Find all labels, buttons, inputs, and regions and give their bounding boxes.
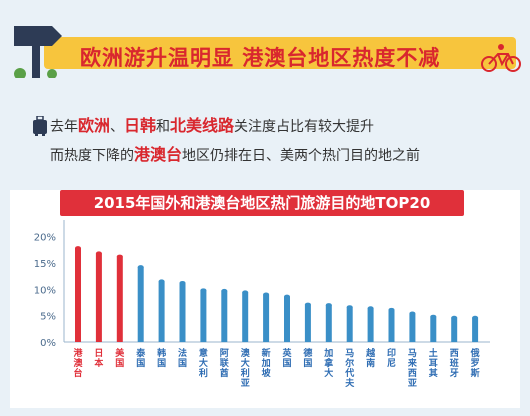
intro-line-2: 而热度下降的港澳台地区仍排在日、美两个热门目的地之前 bbox=[32, 141, 512, 170]
bar-cap bbox=[367, 306, 374, 311]
bar-土耳其 bbox=[430, 316, 437, 342]
x-tick-label: 法国 bbox=[178, 347, 187, 369]
bar-cap bbox=[179, 280, 186, 285]
y-tick-label: 15% bbox=[34, 259, 56, 270]
x-tick-label: 新加坡 bbox=[261, 347, 272, 379]
bar-cap bbox=[388, 307, 395, 312]
x-tick-label: 马来西亚 bbox=[407, 348, 418, 389]
line1-segment-0: 去年 bbox=[50, 119, 78, 135]
banner-bar bbox=[44, 37, 516, 69]
bar-cap bbox=[221, 288, 228, 293]
line2-segment-1: 港澳台 bbox=[134, 145, 183, 164]
x-tick-label: 土耳其 bbox=[429, 347, 438, 379]
bar-cap bbox=[284, 294, 290, 299]
bar-韩国 bbox=[158, 281, 165, 342]
chart-panel: 2015年国外和港澳台地区热门旅游目的地TOP20 0% 5% 10% 15% 20% 港… bbox=[10, 190, 520, 408]
y-tick-label: 0% bbox=[40, 338, 56, 349]
bar-俄罗斯 bbox=[472, 317, 479, 342]
bar-cap bbox=[75, 246, 81, 251]
x-tick-label: 阿联酋 bbox=[220, 348, 230, 379]
bar-越南 bbox=[367, 308, 374, 342]
bar-泰国 bbox=[137, 267, 144, 342]
bar-澳大利亚 bbox=[242, 292, 249, 342]
banner-title: 欧洲游升温明显 港澳台地区热度不减 bbox=[80, 46, 441, 70]
x-tick-label: 马尔代夫 bbox=[344, 348, 355, 389]
bar-马来西亚 bbox=[409, 313, 416, 342]
x-tick-label: 意大利 bbox=[198, 347, 208, 379]
bar-cap bbox=[242, 290, 249, 295]
bar-cap bbox=[325, 303, 332, 308]
line1-segment-3: 日韩 bbox=[124, 116, 157, 135]
luggage-icon bbox=[33, 116, 47, 136]
x-tick-label: 印尼 bbox=[387, 347, 396, 369]
line1-segment-2: 、 bbox=[110, 119, 125, 135]
intro-line-1: 去年欧洲、日韩和北美线路关注度占比有较大提升 bbox=[32, 112, 512, 141]
x-tick-label: 西班牙 bbox=[450, 348, 459, 379]
bar-法国 bbox=[179, 282, 186, 342]
bar-cap bbox=[116, 254, 123, 259]
bar-cap bbox=[158, 279, 165, 284]
bar-cap bbox=[346, 305, 353, 310]
x-tick-label: 港澳台 bbox=[73, 347, 83, 379]
bar-西班牙 bbox=[451, 317, 458, 342]
bar-cap bbox=[200, 288, 207, 293]
x-tick-label: 俄罗斯 bbox=[470, 347, 480, 379]
bar-cap bbox=[137, 265, 144, 270]
bar-cap bbox=[451, 315, 458, 320]
x-tick-label: 德国 bbox=[303, 347, 312, 369]
banner: 欧洲游升温明显 港澳台地区热度不减 bbox=[8, 32, 520, 72]
line1-segment-4: 和 bbox=[156, 119, 171, 135]
bar-cap bbox=[95, 251, 102, 256]
intro-text: 去年欧洲、日韩和北美线路关注度占比有较大提升 而热度下降的港澳台地区仍排在日、美… bbox=[32, 112, 512, 170]
bar-cap bbox=[409, 311, 416, 316]
bar-德国 bbox=[304, 304, 311, 342]
bar-cap bbox=[263, 292, 270, 297]
bar-意大利 bbox=[200, 290, 207, 342]
x-tick-label: 美国 bbox=[115, 347, 125, 369]
line2-segment-0: 而热度下降的 bbox=[50, 148, 134, 164]
y-tick-label: 20% bbox=[34, 233, 56, 244]
chart-title: 2015年国外和港澳台地区热门旅游目的地TOP20 bbox=[60, 190, 464, 216]
bar-cap bbox=[430, 314, 437, 319]
line2-segment-2: 地区仍排在日、美两个热门目的地之前 bbox=[182, 148, 421, 164]
line1-segment-6: 关注度占比有较大提升 bbox=[234, 119, 375, 135]
x-tick-label: 泰国 bbox=[135, 347, 146, 369]
x-tick-label: 韩国 bbox=[157, 347, 166, 369]
bar-港澳台 bbox=[75, 248, 81, 342]
bar-加拿大 bbox=[325, 305, 332, 342]
bar-印尼 bbox=[388, 309, 395, 342]
bar-日本 bbox=[95, 253, 102, 342]
bar-美国 bbox=[116, 256, 123, 342]
x-tick-label: 越南 bbox=[365, 347, 376, 369]
bar-cap bbox=[472, 315, 479, 320]
bar-cap bbox=[304, 302, 311, 307]
bicycle-icon bbox=[481, 44, 521, 72]
line1-segment-5: 北美线路 bbox=[170, 116, 235, 135]
x-tick-label: 加拿大 bbox=[323, 347, 334, 379]
bar-新加坡 bbox=[263, 294, 270, 342]
bar-英国 bbox=[284, 296, 290, 342]
y-tick-label: 10% bbox=[34, 285, 56, 296]
x-tick-label: 澳大利亚 bbox=[240, 347, 251, 389]
signpost-icon bbox=[14, 26, 62, 78]
x-tick-label: 日本 bbox=[94, 348, 104, 369]
bar-马尔代夫 bbox=[346, 307, 353, 342]
line1-segment-1: 欧洲 bbox=[78, 116, 111, 135]
bar-阿联酋 bbox=[221, 290, 228, 342]
y-tick-label: 5% bbox=[40, 312, 56, 323]
x-tick-label: 英国 bbox=[281, 347, 292, 369]
